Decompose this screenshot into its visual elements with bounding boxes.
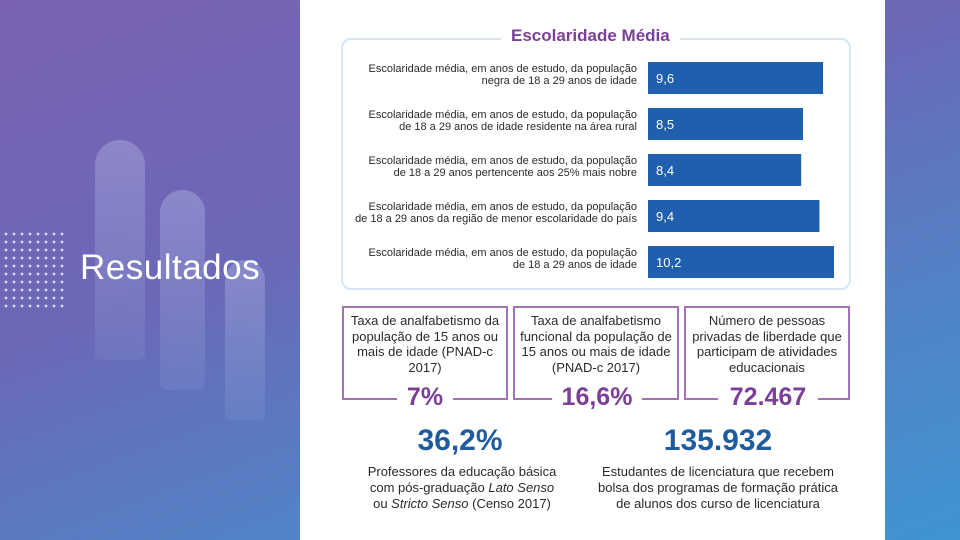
stat-value-functional-illiteracy: 16,6% [552, 382, 642, 412]
category-label: Escolaridade média, em anos de estudo, d… [369, 109, 637, 121]
bar-value-label: 10,2 [656, 255, 681, 270]
caption-italic: Lato Senso [488, 480, 555, 495]
category-label: de 18 a 29 anos pertencente aos 25% mais… [394, 167, 637, 179]
bar-chart: 9,6 Escolaridade média, em anos de estudo… [355, 62, 834, 278]
highlight-value-teachers: 36,2% [417, 424, 503, 457]
background-figure-2 [160, 190, 205, 390]
background-figure-1 [95, 140, 145, 360]
category-label: de 18 a 29 anos de idade [513, 259, 637, 271]
stat-value-illiteracy: 7% [397, 382, 453, 412]
highlight-caption-students: Estudantes de licenciatura que recebem b… [568, 464, 868, 512]
bar-4 [648, 200, 820, 232]
bar-3 [648, 154, 802, 186]
stat-label: Taxa de analfabetismo funcional da popul… [520, 313, 672, 375]
stat-box-illiteracy: Taxa de analfabetismo da população de 15… [342, 306, 508, 400]
bar-5 [648, 246, 834, 278]
caption-italic: Stricto Senso [391, 496, 469, 511]
caption-line: (Censo 2017) [468, 496, 551, 511]
caption-line: bolsa dos programas de formação prática [598, 480, 838, 495]
stat-label: Taxa de analfabetismo da população de 15… [350, 313, 500, 375]
chart-title: Escolaridade Média [501, 26, 680, 50]
caption-line: Estudantes de licenciatura que recebem [602, 464, 834, 479]
bar-1 [648, 62, 824, 94]
caption-line: de alunos dos curso de licenciatura [616, 496, 820, 511]
category-label: negra de 18 a 29 anos de idade [482, 75, 637, 87]
bar-value-label: 8,4 [656, 163, 674, 178]
background-figure-3 [225, 260, 265, 420]
category-label: de 18 a 29 anos de idade residente na ár… [399, 121, 637, 133]
stat-box-functional-illiteracy: Taxa de analfabetismo funcional da popul… [513, 306, 679, 400]
caption-line: ou [373, 496, 392, 511]
background-left-panel [0, 0, 300, 540]
highlight-caption-teachers: Professores da educação básica com pós-g… [322, 464, 602, 512]
bar-value-label: 8,5 [656, 117, 674, 132]
category-label: Escolaridade média, em anos de estudo, d… [369, 155, 637, 167]
bar-value-label: 9,4 [656, 209, 674, 224]
category-label: de 18 a 29 anos da região de menor escol… [355, 213, 637, 225]
bar-value-label: 9,6 [656, 71, 674, 86]
section-title: Resultados [80, 248, 261, 287]
caption-line: com pós-graduação [369, 480, 489, 495]
stat-box-prison-education: Número de pessoas privadas de liberdade … [684, 306, 850, 400]
category-label: Escolaridade média, em anos de estudo, d… [369, 247, 637, 259]
category-label: Escolaridade média, em anos de estudo, d… [369, 201, 637, 213]
bar-2 [648, 108, 803, 140]
dot-pattern [2, 230, 66, 310]
background-right-strip [885, 0, 960, 540]
infographic-card: Escolaridade Média 9,6 Escolaridade média… [300, 0, 885, 540]
category-label: Escolaridade média, em anos de estudo, d… [369, 63, 637, 75]
highlight-value-students: 135.932 [663, 424, 773, 457]
stat-label: Número de pessoas privadas de liberdade … [692, 313, 842, 375]
stat-value-prison-education: 72.467 [718, 382, 818, 412]
caption-line: Professores da educação básica [367, 464, 557, 479]
